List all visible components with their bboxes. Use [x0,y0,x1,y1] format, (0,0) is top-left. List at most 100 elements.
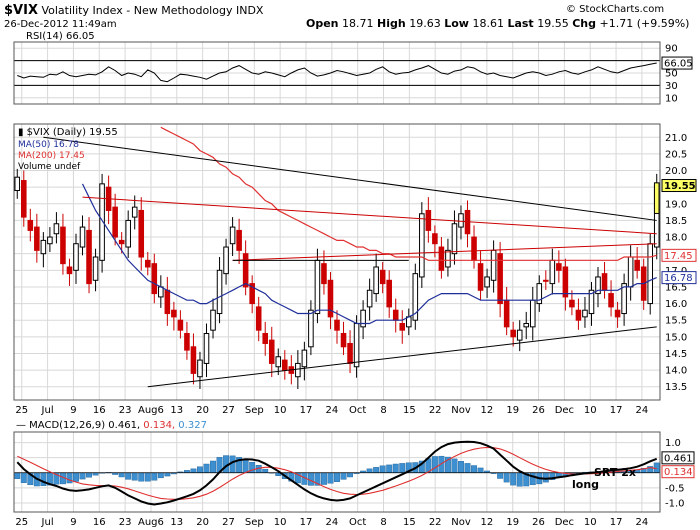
rsi-value-badge-text: 66.05 [664,59,693,70]
histogram-bar [210,460,216,473]
candle-up [216,269,223,315]
histogram-bar [653,462,660,473]
price-x-label: 10 [274,405,287,416]
candle-down [608,293,614,308]
price-badge [661,248,697,262]
candle-up [47,236,53,245]
candle-down [255,306,262,331]
candle-down [144,259,151,268]
histogram-bar [340,472,347,480]
price-badge-text: 16.78 [664,273,693,284]
low-value: 18.61 [472,17,504,30]
price-x-label: 19 [506,405,519,416]
candle-down [327,279,334,318]
candle-up [458,213,464,228]
macd-x-label: 24 [325,517,338,528]
macd-x-label: 24 [636,517,649,528]
candle-up [79,226,86,248]
histogram-bar [373,467,380,473]
macd-title-hist: 0.327 [178,420,207,431]
candle-up [223,246,229,275]
candle-up [516,329,523,341]
candle-up [295,362,301,378]
histogram-bar [86,472,92,478]
price-x-label: 20 [196,405,209,416]
price-x-label: Sep [245,405,264,416]
rsi-tick-label: 90 [665,44,678,55]
price-legend-item: Volume undef [18,162,81,172]
macd-panel [13,431,661,513]
candle-up [588,289,595,315]
histogram-bar [497,472,504,479]
macd-x-label: 12 [481,517,494,528]
candle-down [556,263,562,271]
candle-down [601,273,608,291]
candle-down [60,226,66,265]
exchange: INDX [235,4,264,17]
histogram-bar [79,472,86,480]
candle-down [164,289,171,315]
histogram-bar [510,472,517,486]
watermark: © StockCharts.com [566,4,665,15]
macd-signal-line [17,446,657,500]
macd-x-label: 9 [70,517,76,528]
histogram-bar [203,463,210,473]
histogram-bar [431,456,438,473]
histogram-bar [477,467,484,473]
candle-down [432,233,438,245]
rsi-line [17,62,657,83]
histogram-bar [138,472,145,482]
macd-x-label: 22 [429,517,442,528]
macd-x-label: 15 [403,517,416,528]
price-x-label: Dec [555,405,574,416]
candle-up [360,309,366,328]
price-tick-label: 20.5 [665,149,687,160]
price-tick-label: 13.5 [665,382,687,393]
candle-up [125,219,131,248]
histogram-bar [542,472,549,483]
macd-histogram [14,455,660,487]
chg-value: +1.71 (+9.59%) [599,17,690,30]
instrument-name: Volatility Index - New Methodology [41,4,233,17]
price-x-label: Oct [349,405,366,416]
candle-up [647,243,653,305]
histogram-bar [399,463,406,473]
candle-down [112,206,118,238]
price-tick-label: 18.5 [665,216,687,227]
macd-x-label: 27 [222,517,235,528]
candle-down [347,342,353,364]
macd-badge [661,465,695,479]
candle-up [73,243,79,271]
price-tick-label: 14.0 [665,366,687,377]
candle-down [340,332,347,348]
candle-up [301,349,308,368]
price-x-label: 16 [93,405,106,416]
price-badge-text: 19.55 [664,181,696,192]
macd-title-signal: 0.134, [143,420,178,431]
macd-badge-text: 0.134 [664,467,693,478]
candle-down [438,246,445,271]
candle-up [373,266,379,295]
histogram-bar [262,468,269,473]
price-tick-label: 19.0 [665,199,687,210]
macd-x-label: Aug6 [138,517,164,528]
price-tick-label: 16.5 [665,282,687,293]
candle-down [27,219,34,231]
price-tick-label: 14.5 [665,349,687,360]
last-label: Last [507,17,534,30]
histogram-bar [20,472,27,483]
candle-down [190,346,197,374]
price-badge [661,271,697,285]
macd-x-label: 8 [380,517,386,528]
price-x-label: 17 [300,405,313,416]
price-legend-item: MA(200) 17.45 [18,151,85,161]
candle-down [510,329,516,338]
macd-title: — MACD(12,26,9) 0.461, 0.134, 0.327 [16,420,207,431]
rsi-tick-label: 50 [665,69,678,80]
candle-down [575,309,582,321]
macd-x-label: Dec [555,517,574,528]
candle-down [334,319,340,331]
histogram-bar [144,472,151,482]
candle-down [21,180,27,218]
trendline [82,196,657,235]
